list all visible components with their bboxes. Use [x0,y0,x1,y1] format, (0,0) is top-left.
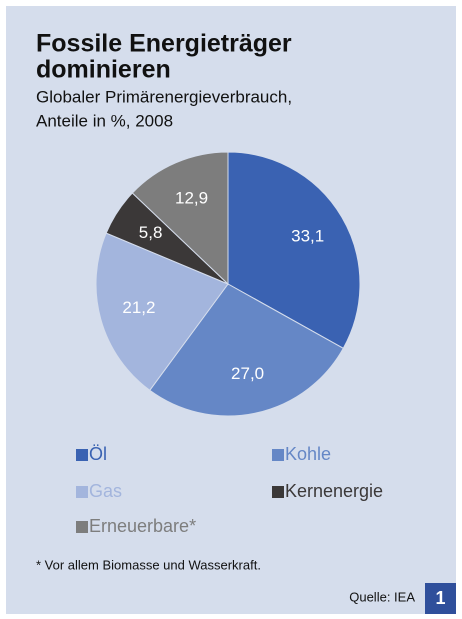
legend-swatch [272,449,284,461]
value-label: 5,8 [139,223,163,242]
subtitle: Anteile in %, 2008 [36,111,173,130]
value-label: 12,9 [175,189,208,208]
chart-title: dominieren [36,56,171,84]
badge-box [425,583,456,614]
source: Quelle: IEA [349,589,415,604]
chart-title: Fossile Energieträger [36,30,292,58]
pie-slice [227,151,361,349]
legend-label: Erneuerbare* [89,516,196,536]
legend-swatch [76,521,88,533]
value-label: 27,0 [231,364,264,383]
value-label: 33,1 [291,227,324,246]
pie-slice [149,283,344,417]
badge: 1 [435,588,445,608]
legend-swatch [272,486,284,498]
pie-slice [131,151,229,286]
value-label: 21,2 [122,298,155,317]
footnote: * Vor allem Biomasse und Wasserkraft. [36,557,261,572]
pie-slice [95,232,229,392]
legend-label: Kernenergie [285,481,383,501]
subtitle: Globaler Primärenergieverbrauch, [36,87,292,106]
legend-label: Öl [89,444,107,464]
legend-swatch [76,486,88,498]
legend-label: Gas [89,481,122,501]
legend-swatch [76,449,88,461]
legend-label: Kohle [285,444,331,464]
